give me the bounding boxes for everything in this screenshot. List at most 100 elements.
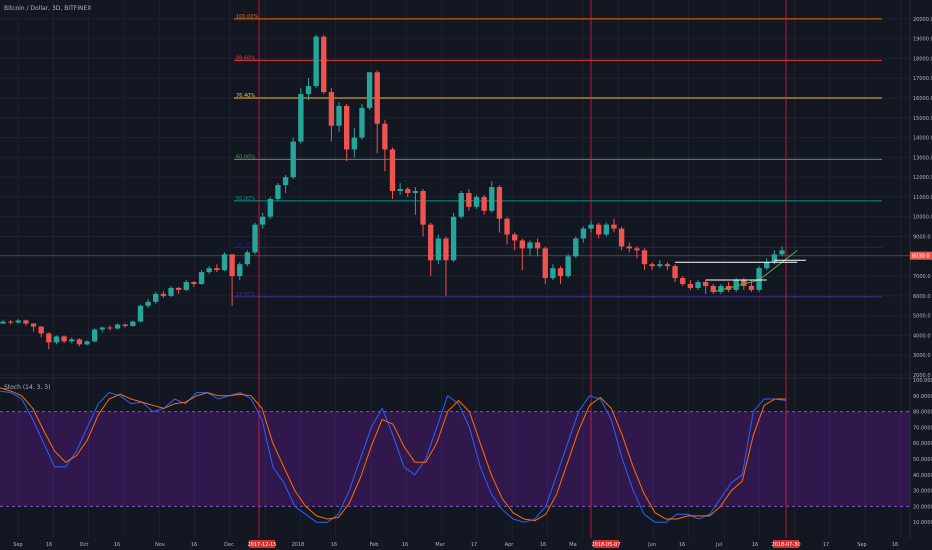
candle-body xyxy=(290,141,296,178)
stoch-tick-label: 70.0000 xyxy=(913,425,932,431)
time-tick-label: 16 xyxy=(402,542,408,548)
fib-level-label: 100.00% xyxy=(236,14,258,20)
candle-body xyxy=(458,192,464,217)
stoch-tick-label: 90.0000 xyxy=(913,394,932,400)
candle-body xyxy=(84,341,90,345)
stoch-d-line xyxy=(0,387,786,522)
price-tick-label: 16000.0 xyxy=(913,96,932,102)
stoch-tick-label: 40.0000 xyxy=(913,473,932,479)
price-tick-label: 10000.0 xyxy=(913,215,932,221)
candle-body xyxy=(672,266,678,279)
candle-body xyxy=(46,333,52,343)
candle-body xyxy=(702,282,709,286)
price-tick-label: 3000.0 xyxy=(913,353,931,359)
candle-body xyxy=(244,252,251,265)
candle-body xyxy=(137,305,144,322)
trend-lines[interactable] xyxy=(0,249,910,293)
candle-body xyxy=(573,238,579,257)
candle-body xyxy=(473,196,480,207)
price-axis[interactable]: 2000.03000.04000.05000.06000.07000.08000… xyxy=(910,17,932,526)
candle-body xyxy=(580,228,587,239)
candle-body xyxy=(69,339,75,342)
stoch-tick-label: 50.0000 xyxy=(913,457,932,463)
candle-body xyxy=(435,238,441,261)
price-tick-label: 15000.0 xyxy=(913,116,932,122)
price-tick-label: 11000.0 xyxy=(913,195,932,201)
candlestick-series[interactable] xyxy=(0,34,785,350)
stoch-tick-label: 30.0000 xyxy=(913,489,932,495)
time-tick-label: 16 xyxy=(892,542,898,548)
candle-body xyxy=(7,321,14,323)
candle-body xyxy=(664,264,671,267)
stoch-tick-label: 100.0000 xyxy=(913,378,932,384)
candle-body xyxy=(626,246,632,249)
candle-body xyxy=(779,250,785,255)
price-tick-label: 20000.0 xyxy=(913,17,932,23)
candle-body xyxy=(557,268,564,277)
time-tick-label: Nov xyxy=(155,542,165,548)
candle-body xyxy=(107,327,113,329)
time-tick-label: Dec xyxy=(224,542,234,548)
candle-body xyxy=(588,224,594,229)
time-tick-label: Feb xyxy=(370,542,379,548)
price-tick-label: 18000.0 xyxy=(913,56,932,62)
time-tick-label: 16 xyxy=(679,542,685,548)
candle-body xyxy=(191,282,197,284)
time-axis[interactable]: Sep 16 Oct 16 Nov 16 Dec 2017-12-15 2018 16 Feb 16 M… xyxy=(0,538,932,550)
candle-body xyxy=(420,191,426,225)
candle-body xyxy=(527,242,533,249)
candle-body xyxy=(76,339,83,345)
candle-body xyxy=(412,191,419,193)
candle-body xyxy=(519,240,526,249)
candle-body xyxy=(259,216,266,225)
candle-body xyxy=(344,105,350,150)
candle-body xyxy=(649,264,655,267)
candle-body xyxy=(741,280,747,286)
candle-body xyxy=(450,216,457,261)
candle-body xyxy=(374,72,380,124)
candle-body xyxy=(405,189,411,193)
time-tick-label: 16 xyxy=(540,542,546,548)
time-tick-label: 16 xyxy=(114,542,120,548)
time-tick-label: Mar xyxy=(435,542,445,548)
candle-body xyxy=(504,218,510,235)
candle-body xyxy=(618,228,625,247)
price-tick-label: 12000.0 xyxy=(913,175,932,181)
time-tick-label: 16 xyxy=(331,542,337,548)
candle-body xyxy=(366,72,373,108)
price-tick-label: 13000.0 xyxy=(913,155,932,161)
candle-body xyxy=(0,321,6,324)
current-price-badge xyxy=(910,251,932,260)
vertical-marker-lines xyxy=(258,0,787,538)
candle-body xyxy=(748,285,755,290)
price-tick-label: 19000.0 xyxy=(913,37,932,43)
price-tick-label: 7000.0 xyxy=(913,274,931,280)
trend-line xyxy=(758,249,798,281)
time-tick-label: 16 xyxy=(46,542,52,548)
candle-body xyxy=(695,282,701,288)
candle-body xyxy=(496,187,503,219)
candle-body xyxy=(305,86,312,95)
candle-body xyxy=(30,323,37,327)
candle-body xyxy=(237,264,243,277)
fib-level-label: 38.20% xyxy=(236,242,255,248)
candle-body xyxy=(466,192,472,207)
price-tick-label: 17000.0 xyxy=(913,76,932,82)
time-tick-label: 16 xyxy=(752,542,758,548)
candle-body xyxy=(542,248,548,279)
stoch-tick-label: 20.0000 xyxy=(913,504,932,510)
time-axis-background xyxy=(0,538,932,550)
stochastic-lines[interactable] xyxy=(0,387,787,523)
stoch-tick-label: 10.0000 xyxy=(913,520,932,526)
candle-body xyxy=(53,336,60,343)
candle-body xyxy=(229,254,235,277)
candle-body xyxy=(15,320,21,323)
time-tick-label: Sep xyxy=(13,542,22,548)
candle-body xyxy=(275,185,281,199)
trend-line xyxy=(713,279,760,293)
fibonacci-levels[interactable]: 100.00% 88.60% 76.40% 60.00% 50.00% 38.20% 23.… xyxy=(234,14,882,298)
candle-body xyxy=(382,123,388,150)
candle-body xyxy=(214,268,220,271)
